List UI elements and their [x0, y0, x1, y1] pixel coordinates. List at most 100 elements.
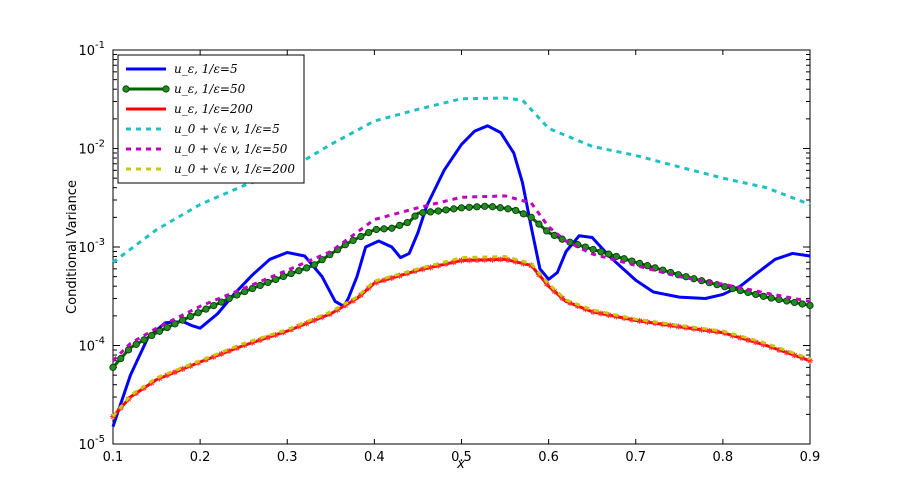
data-point: [496, 204, 504, 212]
data-point: [636, 317, 643, 324]
data-point: [388, 224, 396, 232]
legend-label: u_ε, 1/ε=5: [174, 62, 238, 76]
data-point: [458, 257, 465, 264]
data-point: [790, 298, 799, 307]
data-point: [310, 261, 318, 269]
data-point: [737, 334, 744, 341]
data-point: [443, 260, 450, 267]
data-point: [767, 294, 775, 302]
data-point: [450, 205, 458, 213]
data-point: [450, 259, 457, 266]
data-point: [597, 248, 605, 256]
data-point: [481, 256, 488, 263]
data-point: [419, 266, 426, 273]
data-point: [721, 283, 729, 291]
x-tick-label: 0.1: [103, 450, 124, 465]
data-point: [721, 330, 728, 337]
data-point: [706, 327, 713, 334]
data-point: [233, 345, 240, 352]
data-point: [775, 295, 783, 304]
data-point: [357, 232, 365, 241]
data-point: [110, 413, 116, 420]
data-point: [226, 347, 233, 354]
data-point: [264, 278, 272, 287]
data-point: [582, 306, 589, 313]
data-point: [148, 331, 156, 340]
legend-item: u_ε, 1/ε=200: [126, 102, 253, 116]
data-point: [194, 309, 202, 317]
data-point: [171, 320, 179, 328]
data-point: [381, 277, 388, 284]
legend-item: u_ε, 1/ε=50: [122, 82, 246, 96]
data-point: [349, 236, 357, 245]
data-point: [806, 301, 814, 310]
data-point: [519, 210, 528, 218]
series-layer: [109, 96, 814, 428]
data-point: [427, 264, 434, 271]
x-tick-label: 0.8: [713, 450, 734, 465]
legend-marker: [162, 85, 170, 93]
legend-label: u_0 + √ε v, 1/ε=5: [174, 122, 280, 136]
data-point: [372, 225, 380, 234]
x-tick-label: 0.6: [538, 450, 559, 465]
x-tick-label: 0.2: [190, 450, 211, 465]
data-point: [156, 375, 163, 382]
x-tick-label: 0.9: [800, 450, 821, 465]
data-point: [504, 256, 511, 263]
data-point: [426, 208, 435, 216]
data-point: [512, 206, 520, 215]
legend-item: u_0 + √ε v, 1/ε=200: [126, 162, 295, 176]
series-4: [112, 96, 811, 264]
data-point: [497, 256, 504, 263]
data-point: [186, 312, 195, 321]
legend-box: [117, 54, 305, 184]
data-point: [520, 260, 527, 267]
data-point: [745, 337, 752, 344]
x-tick-label: 0.3: [277, 450, 298, 465]
data-point: [675, 323, 682, 330]
data-point: [373, 279, 380, 286]
data-point: [241, 342, 248, 349]
data-point: [643, 262, 651, 270]
data-point: [798, 300, 806, 308]
x-tick-label: 0.4: [364, 450, 385, 465]
data-point: [776, 346, 783, 353]
data-point: [264, 334, 271, 341]
legend-marker: [122, 85, 130, 93]
data-point: [396, 272, 403, 279]
y-tick-label: 10-2: [78, 139, 105, 158]
data-point: [550, 231, 559, 240]
data-point: [380, 225, 388, 233]
legend-item: u_ε, 1/ε=5: [126, 62, 238, 76]
data-point: [590, 308, 597, 315]
data-point: [179, 366, 186, 373]
data-point: [303, 320, 310, 327]
data-point: [357, 292, 364, 299]
data-point: [783, 349, 790, 356]
data-point: [435, 262, 442, 269]
data-point: [287, 269, 295, 278]
series-5: [111, 194, 811, 362]
data-point: [473, 257, 480, 264]
x-tick-label: 0.5: [451, 450, 472, 465]
series-2: [109, 202, 814, 371]
data-point: [249, 339, 256, 346]
legend-label: u_0 + √ε v, 1/ε=50: [174, 142, 288, 156]
y-axis-label: Conditional Variance: [65, 180, 80, 314]
data-point: [465, 203, 473, 211]
data-point: [210, 353, 217, 360]
data-point: [132, 340, 140, 348]
legend: u_ε, 1/ε=5 u_ε, 1/ε=50 u_ε, 1/ε=200 u_0 + √…: [117, 54, 305, 184]
ticks: 0.1 0.2 0.3 0.4 0.5 0.6 0.7 0.8 0.9 10-5 10-4 10-3 1…: [78, 40, 820, 465]
y-tick-label: 10-3: [78, 237, 105, 256]
data-point: [574, 303, 581, 310]
data-point: [667, 322, 674, 329]
data-point: [364, 229, 373, 237]
x-axis-label: x: [456, 457, 465, 472]
data-point: [404, 270, 411, 277]
data-point: [319, 314, 326, 321]
data-point: [217, 298, 226, 306]
data-point: [714, 328, 721, 335]
data-point: [466, 257, 473, 264]
data-point: [597, 310, 604, 317]
